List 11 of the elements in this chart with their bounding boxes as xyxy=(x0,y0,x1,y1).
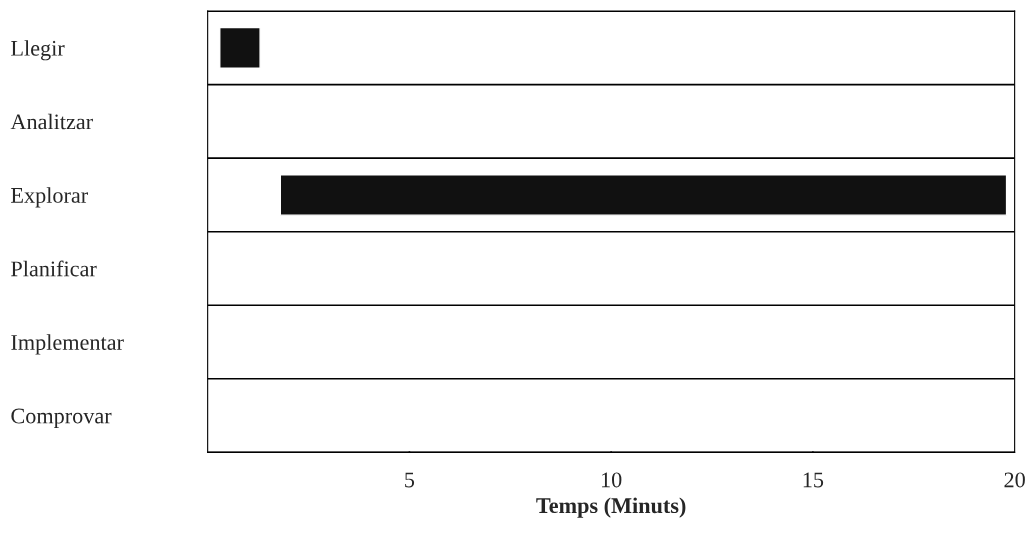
y-tick-label: Implementar xyxy=(11,334,124,355)
x-tick-label: 5 xyxy=(405,472,415,488)
y-tick-label: Planificar xyxy=(11,260,97,277)
x-axis-title: Temps (Minuts) xyxy=(536,497,686,518)
y-tick-label: Comprovar xyxy=(11,408,112,428)
y-tick-label: Explorar xyxy=(11,187,88,208)
x-tick-label: 20 xyxy=(1004,472,1025,488)
x-tick-label: 10 xyxy=(601,472,622,488)
y-tick-label: Llegir xyxy=(11,40,65,61)
x-tick-label: 15 xyxy=(803,472,824,488)
y-tick-label: Analitzar xyxy=(10,113,93,130)
